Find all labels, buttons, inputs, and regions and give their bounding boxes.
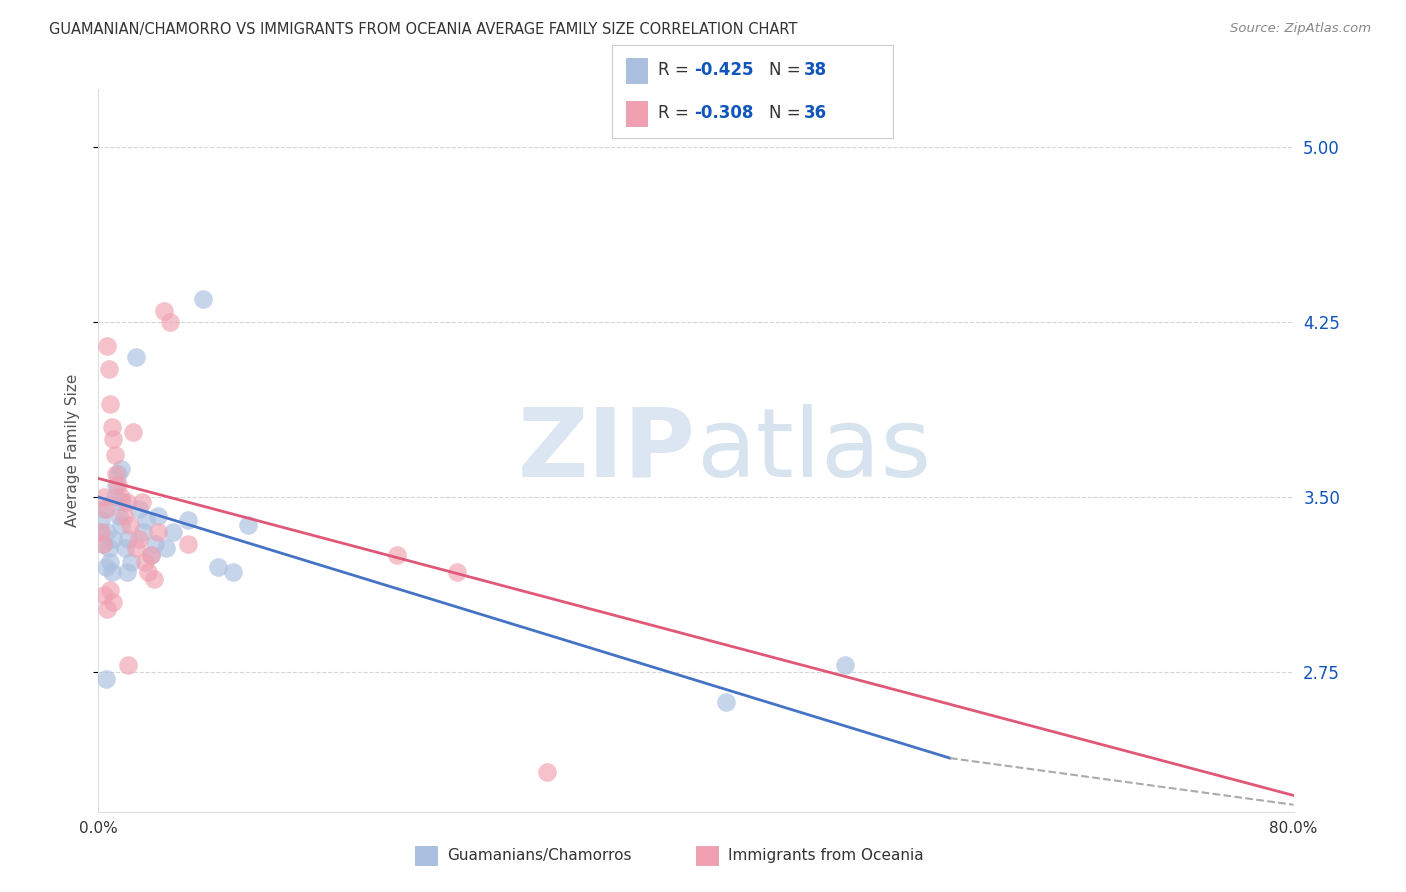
Point [148, 508, 170, 523]
Point [385, 549, 409, 563]
Point [135, 513, 157, 527]
Text: GUAMANIAN/CHAMORRO VS IMMIGRANTS FROM OCEANIA AVERAGE FAMILY SIZE CORRELATION CH: GUAMANIAN/CHAMORRO VS IMMIGRANTS FROM OC… [49, 22, 797, 37]
Y-axis label: Average Family Size: Average Family Size [65, 374, 80, 527]
Text: R =: R = [658, 104, 695, 122]
Point [94, 560, 117, 574]
Point [148, 524, 170, 539]
Point [222, 565, 245, 579]
Point [93, 490, 115, 504]
Point [131, 494, 153, 508]
Point [91, 537, 114, 551]
Point [90, 524, 112, 539]
Point [536, 765, 558, 780]
Point [139, 549, 162, 563]
Point [94, 501, 117, 516]
Text: N =: N = [769, 62, 806, 79]
Point [104, 490, 127, 504]
Point [118, 518, 141, 533]
Point [446, 565, 468, 579]
Point [128, 501, 150, 516]
Point [236, 518, 259, 533]
Point [108, 508, 131, 523]
Point [177, 537, 200, 551]
Point [115, 494, 138, 508]
Point [111, 494, 134, 508]
Point [120, 555, 142, 569]
Text: 36: 36 [804, 104, 827, 122]
Text: -0.425: -0.425 [695, 62, 754, 79]
Point [117, 657, 139, 672]
Point [107, 478, 129, 492]
Point [110, 490, 132, 504]
Point [96, 602, 118, 616]
Point [110, 462, 132, 476]
Point [93, 501, 115, 516]
Point [107, 467, 129, 481]
Point [125, 541, 148, 556]
Point [834, 657, 856, 672]
Point [128, 532, 150, 546]
Point [98, 397, 122, 411]
Point [159, 315, 181, 329]
Point [98, 583, 122, 598]
Point [155, 541, 177, 556]
Point [101, 565, 124, 579]
Point [105, 478, 128, 492]
Text: atlas: atlas [696, 404, 931, 497]
Point [103, 432, 125, 446]
Text: ZIP: ZIP [517, 404, 696, 497]
Point [90, 513, 112, 527]
Point [103, 532, 125, 546]
Point [134, 555, 156, 569]
Point [177, 513, 200, 527]
Text: -0.308: -0.308 [695, 104, 754, 122]
Point [114, 541, 136, 556]
Point [207, 560, 229, 574]
Point [101, 420, 124, 434]
Point [112, 508, 135, 523]
Point [97, 362, 120, 376]
Text: Guamanians/Chamorros: Guamanians/Chamorros [447, 848, 631, 863]
Point [125, 350, 148, 364]
Point [136, 565, 159, 579]
Point [115, 565, 138, 579]
Text: Source: ZipAtlas.com: Source: ZipAtlas.com [1230, 22, 1371, 36]
Text: Immigrants from Oceania: Immigrants from Oceania [728, 848, 924, 863]
Text: 38: 38 [804, 62, 827, 79]
Point [97, 541, 120, 556]
Point [153, 303, 176, 318]
Point [117, 532, 139, 546]
Point [96, 338, 118, 352]
Point [132, 524, 155, 539]
Text: R =: R = [658, 62, 695, 79]
Point [98, 555, 122, 569]
Point [91, 537, 114, 551]
Point [93, 588, 115, 602]
Point [94, 672, 117, 686]
Point [714, 695, 737, 709]
Point [89, 524, 111, 539]
Point [143, 537, 166, 551]
Point [103, 595, 125, 609]
Point [139, 549, 162, 563]
Point [142, 572, 165, 586]
Point [110, 518, 132, 533]
Text: N =: N = [769, 104, 806, 122]
Point [104, 448, 127, 462]
Point [162, 524, 184, 539]
Point [121, 425, 143, 439]
Point [96, 524, 118, 539]
Point [191, 292, 214, 306]
Point [105, 467, 128, 481]
